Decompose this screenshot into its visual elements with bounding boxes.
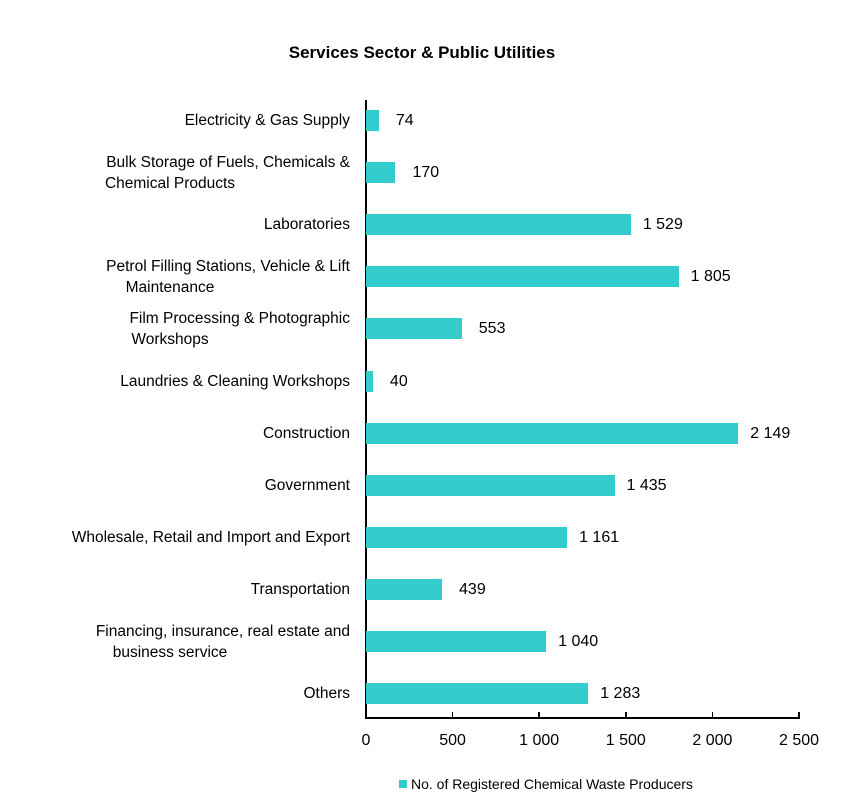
bar bbox=[366, 162, 396, 184]
category-label: Laundries & Cleaning Workshops bbox=[0, 371, 350, 392]
data-label: 1 040 bbox=[558, 633, 599, 650]
data-label: 1 283 bbox=[600, 685, 641, 703]
x-axis-tick bbox=[451, 712, 454, 718]
data-label: 553 bbox=[478, 320, 506, 338]
data-label: 1 161 bbox=[579, 528, 620, 546]
x-axis-line bbox=[365, 717, 800, 719]
data-label: 439 bbox=[459, 580, 486, 598]
bar bbox=[366, 631, 547, 652]
x-axis-tick bbox=[798, 712, 800, 718]
y-axis-line bbox=[365, 100, 367, 718]
data-label: 1 529 bbox=[642, 216, 683, 234]
category-label-line: Bulk Storage of Fuels, Chemicals & bbox=[106, 153, 350, 171]
x-axis-tick-label: 1 000 bbox=[519, 732, 560, 749]
category-label-line: business service bbox=[112, 643, 228, 661]
data-label: 170 bbox=[412, 164, 440, 182]
category-label: Film Processing & Photographic Workshops bbox=[0, 308, 350, 350]
category-label-line: Electricity & Gas Supply bbox=[184, 112, 350, 129]
category-label: Others bbox=[0, 683, 350, 704]
category-label-line: Laboratories bbox=[263, 216, 350, 234]
category-label-line: Petrol Filling Stations, Vehicle & Lift bbox=[106, 257, 350, 275]
category-label-line: Laundries & Cleaning Workshops bbox=[120, 372, 350, 390]
legend: No. of Registered Chemical Waste Produce… bbox=[399, 776, 693, 792]
x-axis-tick-label: 1 500 bbox=[605, 732, 646, 749]
bar bbox=[366, 370, 373, 392]
category-label-line: Workshops bbox=[131, 330, 209, 348]
category-label-line: Chemical Products bbox=[104, 174, 236, 192]
x-axis-tick bbox=[538, 712, 540, 718]
bar bbox=[366, 578, 443, 600]
category-label: Petrol Filling Stations, Vehicle & Lift M… bbox=[0, 256, 350, 298]
x-axis-tick-label: 500 bbox=[439, 732, 466, 749]
data-label: 2 149 bbox=[750, 424, 791, 442]
category-label-line: Film Processing & Photographic bbox=[129, 309, 350, 327]
legend-swatch-icon bbox=[399, 780, 407, 788]
data-label: 1 805 bbox=[690, 268, 731, 286]
legend-label: No. of Registered Chemical Waste Produce… bbox=[411, 776, 693, 792]
bar bbox=[366, 526, 568, 548]
bar bbox=[366, 214, 631, 236]
bar bbox=[366, 266, 679, 288]
x-axis-tick bbox=[711, 712, 714, 718]
data-label: 1 435 bbox=[626, 476, 667, 494]
category-label: Construction bbox=[0, 423, 350, 444]
bar bbox=[366, 422, 739, 444]
category-label: Government bbox=[0, 475, 350, 496]
x-axis-tick bbox=[625, 712, 627, 718]
bar bbox=[366, 318, 462, 340]
x-axis-tick-label: 0 bbox=[361, 732, 371, 749]
category-label-line: Government bbox=[264, 476, 350, 494]
bar bbox=[366, 683, 589, 705]
x-axis-tick-label: 2 000 bbox=[692, 732, 733, 749]
chart-title: Services Sector & Public Utilities bbox=[288, 43, 556, 62]
x-axis-tick bbox=[365, 712, 367, 718]
category-label-line: Maintenance bbox=[125, 278, 215, 296]
data-label: 40 bbox=[389, 372, 408, 390]
data-label: 74 bbox=[395, 112, 414, 129]
x-axis-tick-label: 2 500 bbox=[778, 732, 820, 749]
category-label-line: Wholesale, Retail and Import and Export bbox=[71, 528, 350, 546]
category-label: Financing, insurance, real estate and bus… bbox=[0, 621, 350, 663]
category-label: Wholesale, Retail and Import and Export bbox=[0, 527, 350, 548]
category-label: Laboratories bbox=[0, 214, 350, 235]
category-label: Transportation bbox=[0, 579, 350, 600]
bar bbox=[366, 110, 379, 131]
category-label: Bulk Storage of Fuels, Chemicals & Chemic… bbox=[0, 152, 350, 194]
category-label-line: Transportation bbox=[250, 580, 350, 598]
category-label-line: Financing, insurance, real estate and bbox=[95, 622, 350, 640]
category-label: Electricity & Gas Supply bbox=[0, 110, 350, 131]
category-label-line: Others bbox=[303, 685, 350, 703]
bar bbox=[366, 474, 615, 496]
category-label-line: Construction bbox=[262, 424, 350, 442]
